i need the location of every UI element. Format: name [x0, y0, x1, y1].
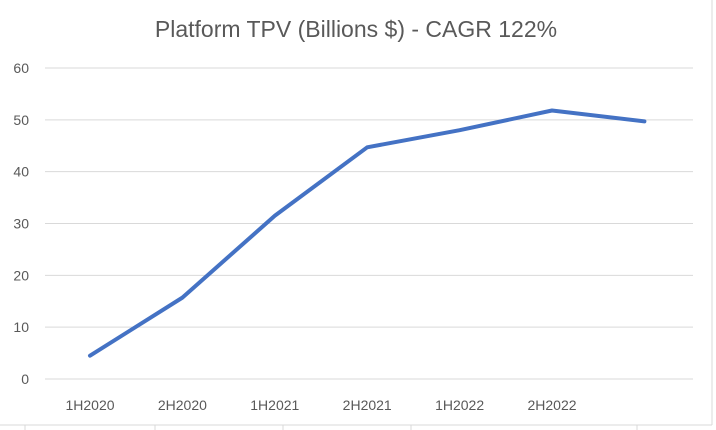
- y-axis-tick-labels: 0 10 20 30 40 50 60: [13, 60, 29, 387]
- gridlines: [45, 67, 693, 380]
- series-line: [88, 108, 647, 358]
- y-tick-label: 0: [21, 371, 29, 387]
- x-tick-label: 1H2020: [65, 397, 114, 413]
- y-tick-label: 30: [13, 216, 29, 232]
- x-tick-label: 2H2021: [343, 397, 392, 413]
- y-tick-label: 10: [13, 319, 29, 335]
- x-tick-label: 1H2021: [250, 397, 299, 413]
- x-axis-tick-labels: 1H2020 2H2020 1H2021 2H2021 1H2022 2H2022: [65, 397, 576, 413]
- x-tick-label: 1H2022: [435, 397, 484, 413]
- y-tick-label: 20: [13, 267, 29, 283]
- y-tick-label: 50: [13, 112, 29, 128]
- y-tick-label: 60: [13, 60, 29, 76]
- chart-title: Platform TPV (Billions $) - CAGR 122%: [155, 16, 557, 42]
- x-tick-label: 2H2022: [527, 397, 576, 413]
- y-tick-label: 40: [13, 164, 29, 180]
- series-layer: [88, 108, 647, 358]
- x-tick-label: 2H2020: [158, 397, 207, 413]
